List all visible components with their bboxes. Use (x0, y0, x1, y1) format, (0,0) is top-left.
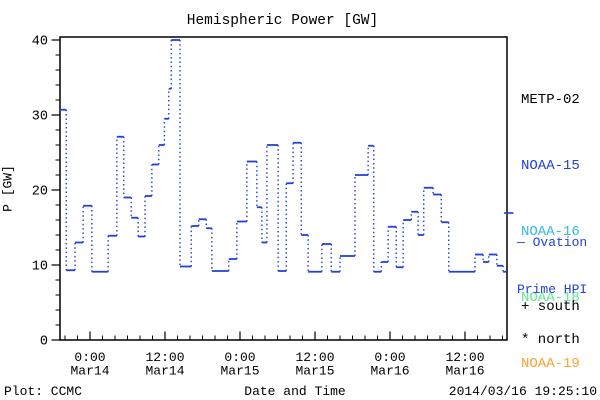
chart-title: Hemispheric Power [GW] (186, 13, 379, 29)
plot-frame (59, 36, 508, 341)
ovation-label-line1: — Ovation (517, 235, 588, 250)
y-tick-label: 20 (32, 185, 48, 200)
legend-item-noaa16: NOAA-16 (521, 224, 580, 240)
x-tick-date-label: Mar15 (295, 364, 334, 379)
x-tick-date-label: Mar16 (445, 364, 484, 379)
y-tick-label: 0 (40, 335, 48, 350)
x-tick-time-label: 0:00 (224, 350, 255, 365)
ovation-label-line2: Prime HPI (517, 281, 588, 297)
x-tick-date-label: Mar14 (70, 364, 109, 379)
plot-credit: Plot: CCMC (4, 384, 83, 399)
x-tick-time-label: 12:00 (445, 350, 484, 365)
x-tick-time-label: 0:00 (374, 350, 405, 365)
y-tick-label: 30 (32, 110, 48, 125)
x-tick-time-label: 12:00 (295, 350, 334, 365)
ovation-prime-label: — Ovation Prime HPI (517, 204, 587, 328)
y-tick-label: 40 (32, 35, 48, 50)
y-tick-label: 10 (32, 260, 48, 275)
generation-timestamp: 2014/03/16 19:25:10 (448, 384, 597, 399)
x-tick-date-label: Mar14 (145, 364, 184, 379)
x-tick-date-label: Mar15 (220, 364, 259, 379)
x-tick-time-label: 12:00 (145, 350, 184, 365)
y-axis-label: P [GW] (0, 165, 16, 212)
south-marker-key: + south (521, 299, 580, 315)
x-tick-time-label: 0:00 (74, 350, 105, 365)
x-tick-date-label: Mar16 (370, 364, 409, 379)
north-marker-key: * north (521, 332, 580, 348)
legend-item-noaa15: NOAA-15 (521, 158, 580, 174)
legend-item-metp02: METP-02 (521, 92, 580, 108)
legend-item-noaa18: NOAA-18 (521, 290, 580, 306)
legend-item-noaa19: NOAA-19 (521, 356, 580, 372)
satellite-legend: METP-02 NOAA-15 NOAA-16 NOAA-18 NOAA-19 (521, 45, 580, 400)
x-axis-label: Date and Time (244, 384, 346, 399)
